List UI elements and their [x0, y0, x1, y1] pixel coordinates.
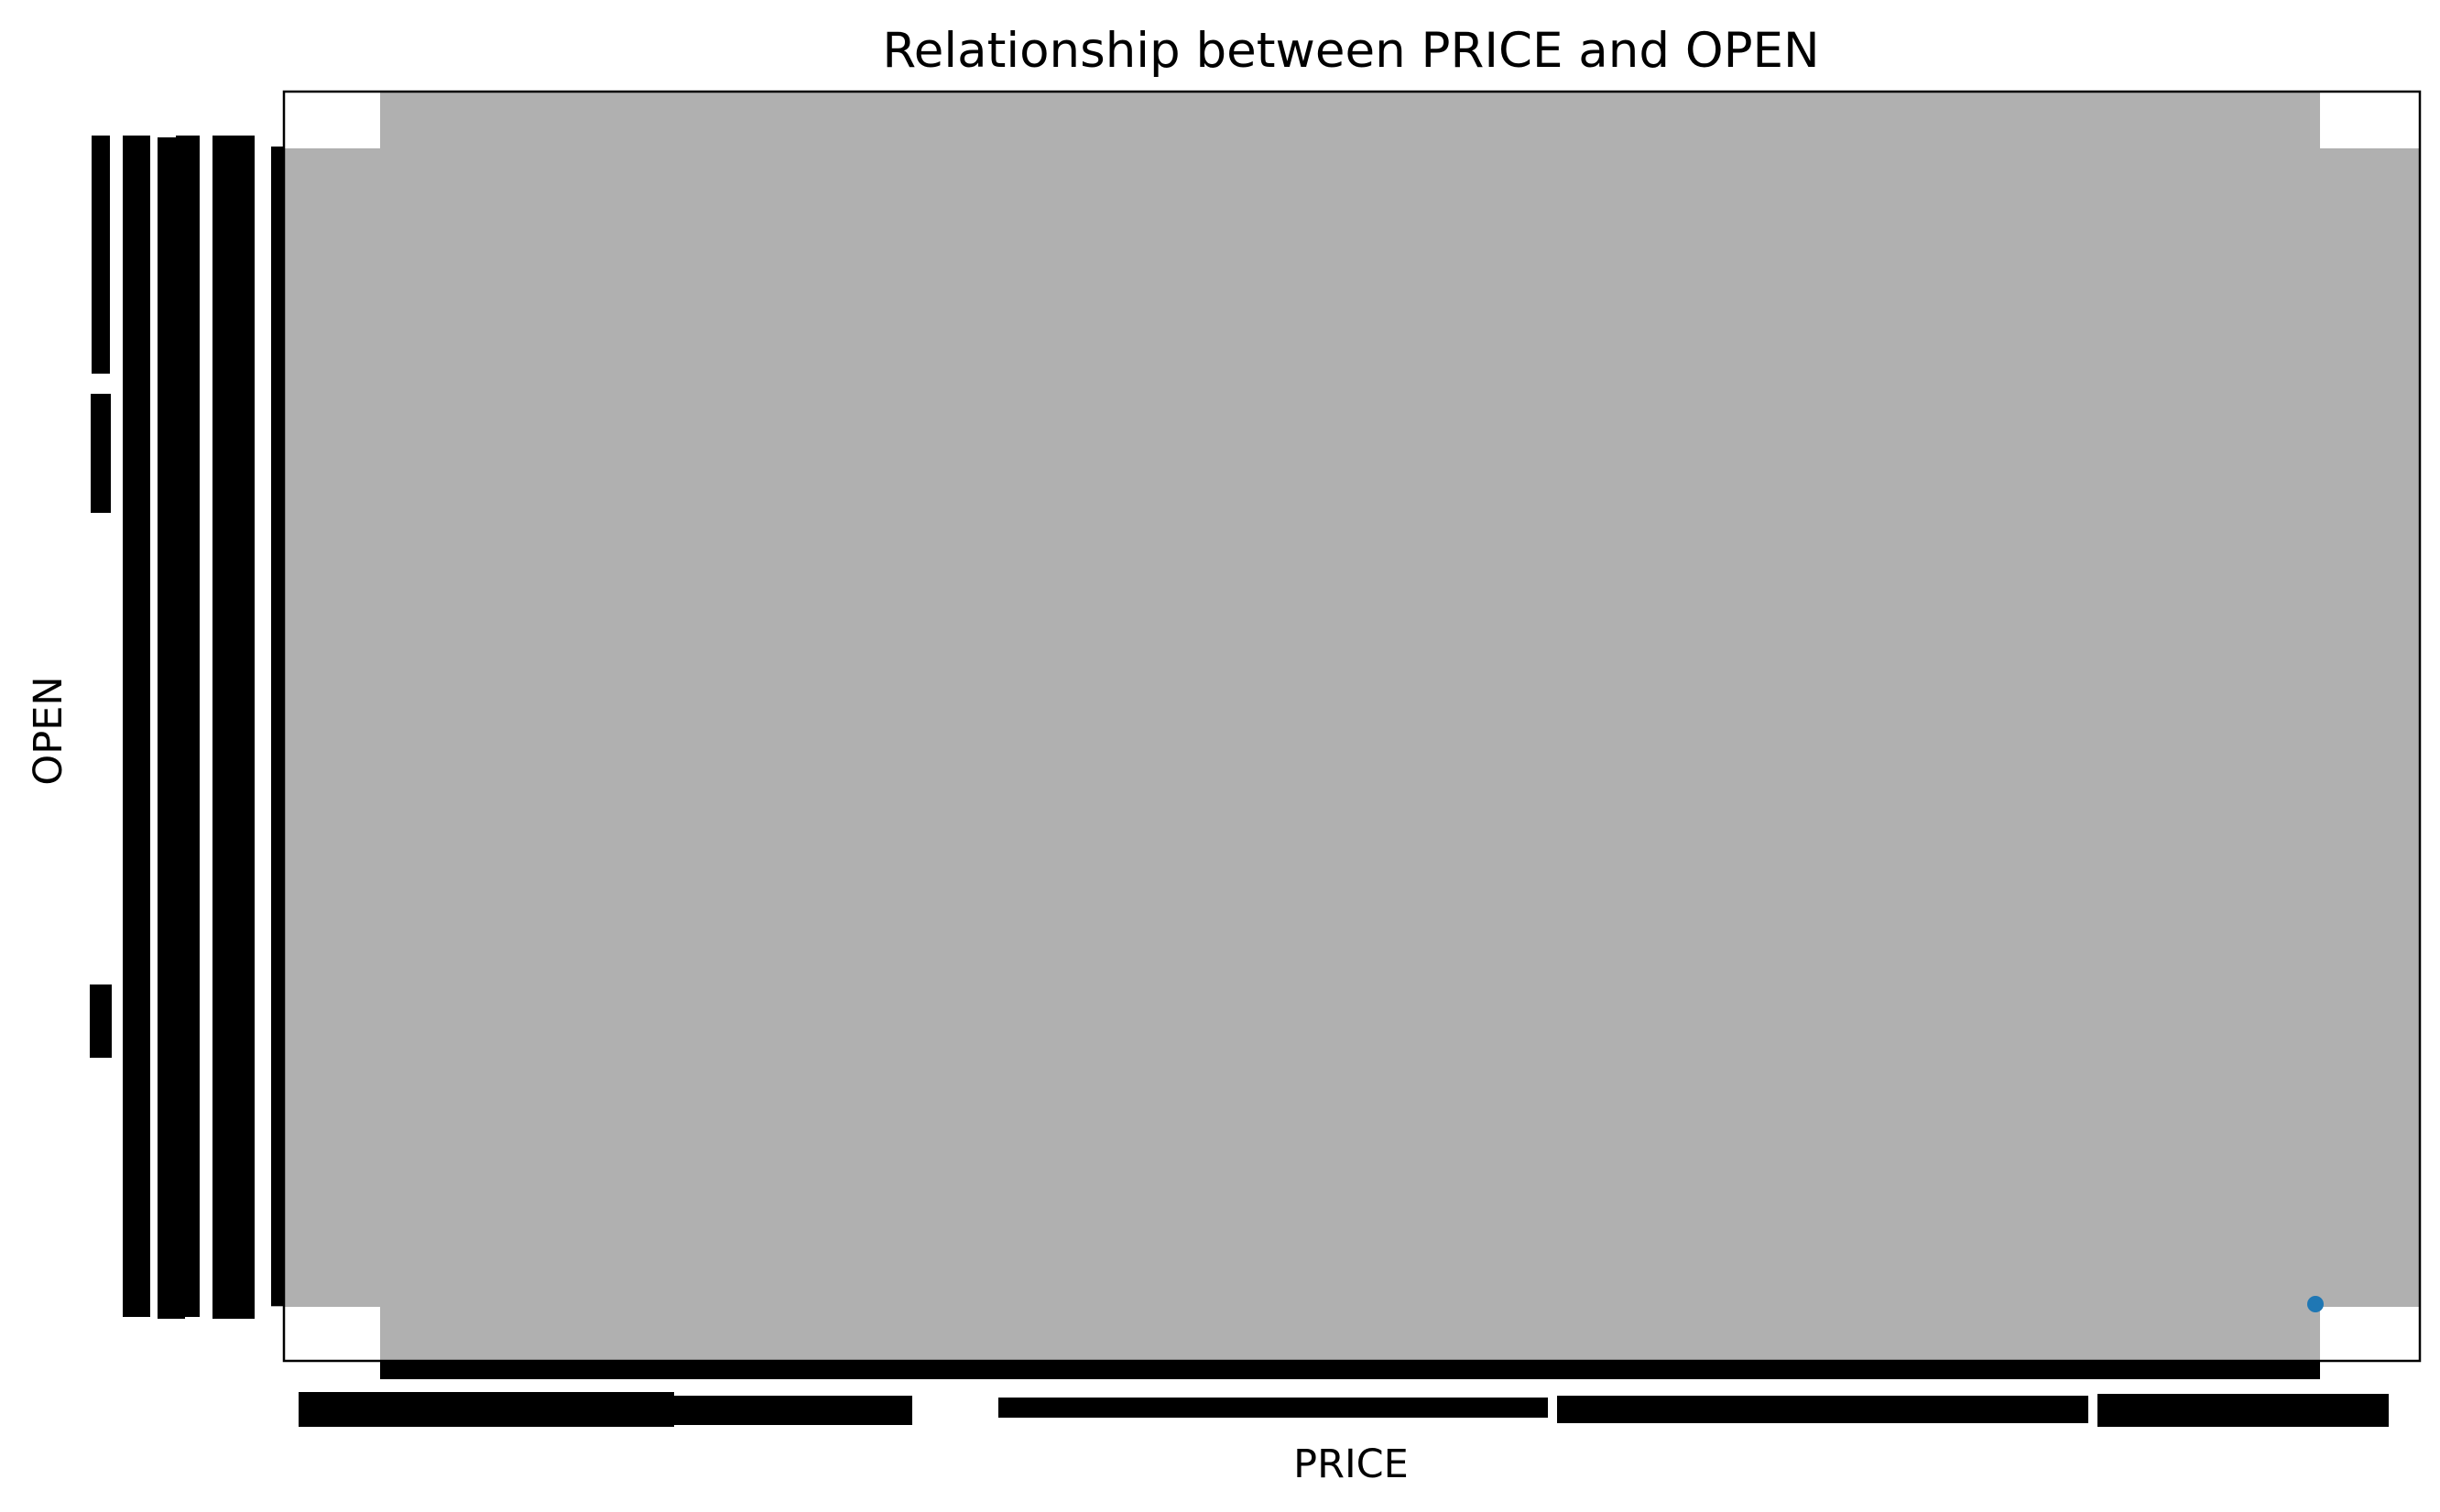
y-tick-label-block — [123, 136, 150, 1317]
y-tick-labels — [90, 136, 284, 1319]
y-tick-label-block — [92, 136, 110, 374]
y-axis-label: OPEN — [26, 676, 71, 785]
x-tick-label-block — [299, 1392, 674, 1427]
x-tick-label-block — [998, 1398, 1548, 1418]
x-tick-label-block — [1557, 1396, 2088, 1423]
x-tick-labels — [299, 1392, 2389, 1427]
y-tick-label-block — [271, 147, 284, 1306]
x-tick-label-block — [2097, 1394, 2389, 1427]
y-tick-label-block — [91, 394, 111, 513]
y-tick-label-block — [176, 136, 200, 1317]
y-tick-label-block — [212, 136, 255, 1319]
marker-mass-vertical — [380, 92, 2320, 1378]
blue-marker-edge — [2307, 1296, 2324, 1312]
x-axis-label: PRICE — [1293, 1441, 1409, 1487]
chart-title: Relationship between PRICE and OPEN — [882, 23, 1819, 79]
y-tick-label-block — [90, 984, 112, 1058]
x-tick-mark-band — [380, 1361, 2320, 1379]
x-tick-label-block — [674, 1396, 912, 1425]
